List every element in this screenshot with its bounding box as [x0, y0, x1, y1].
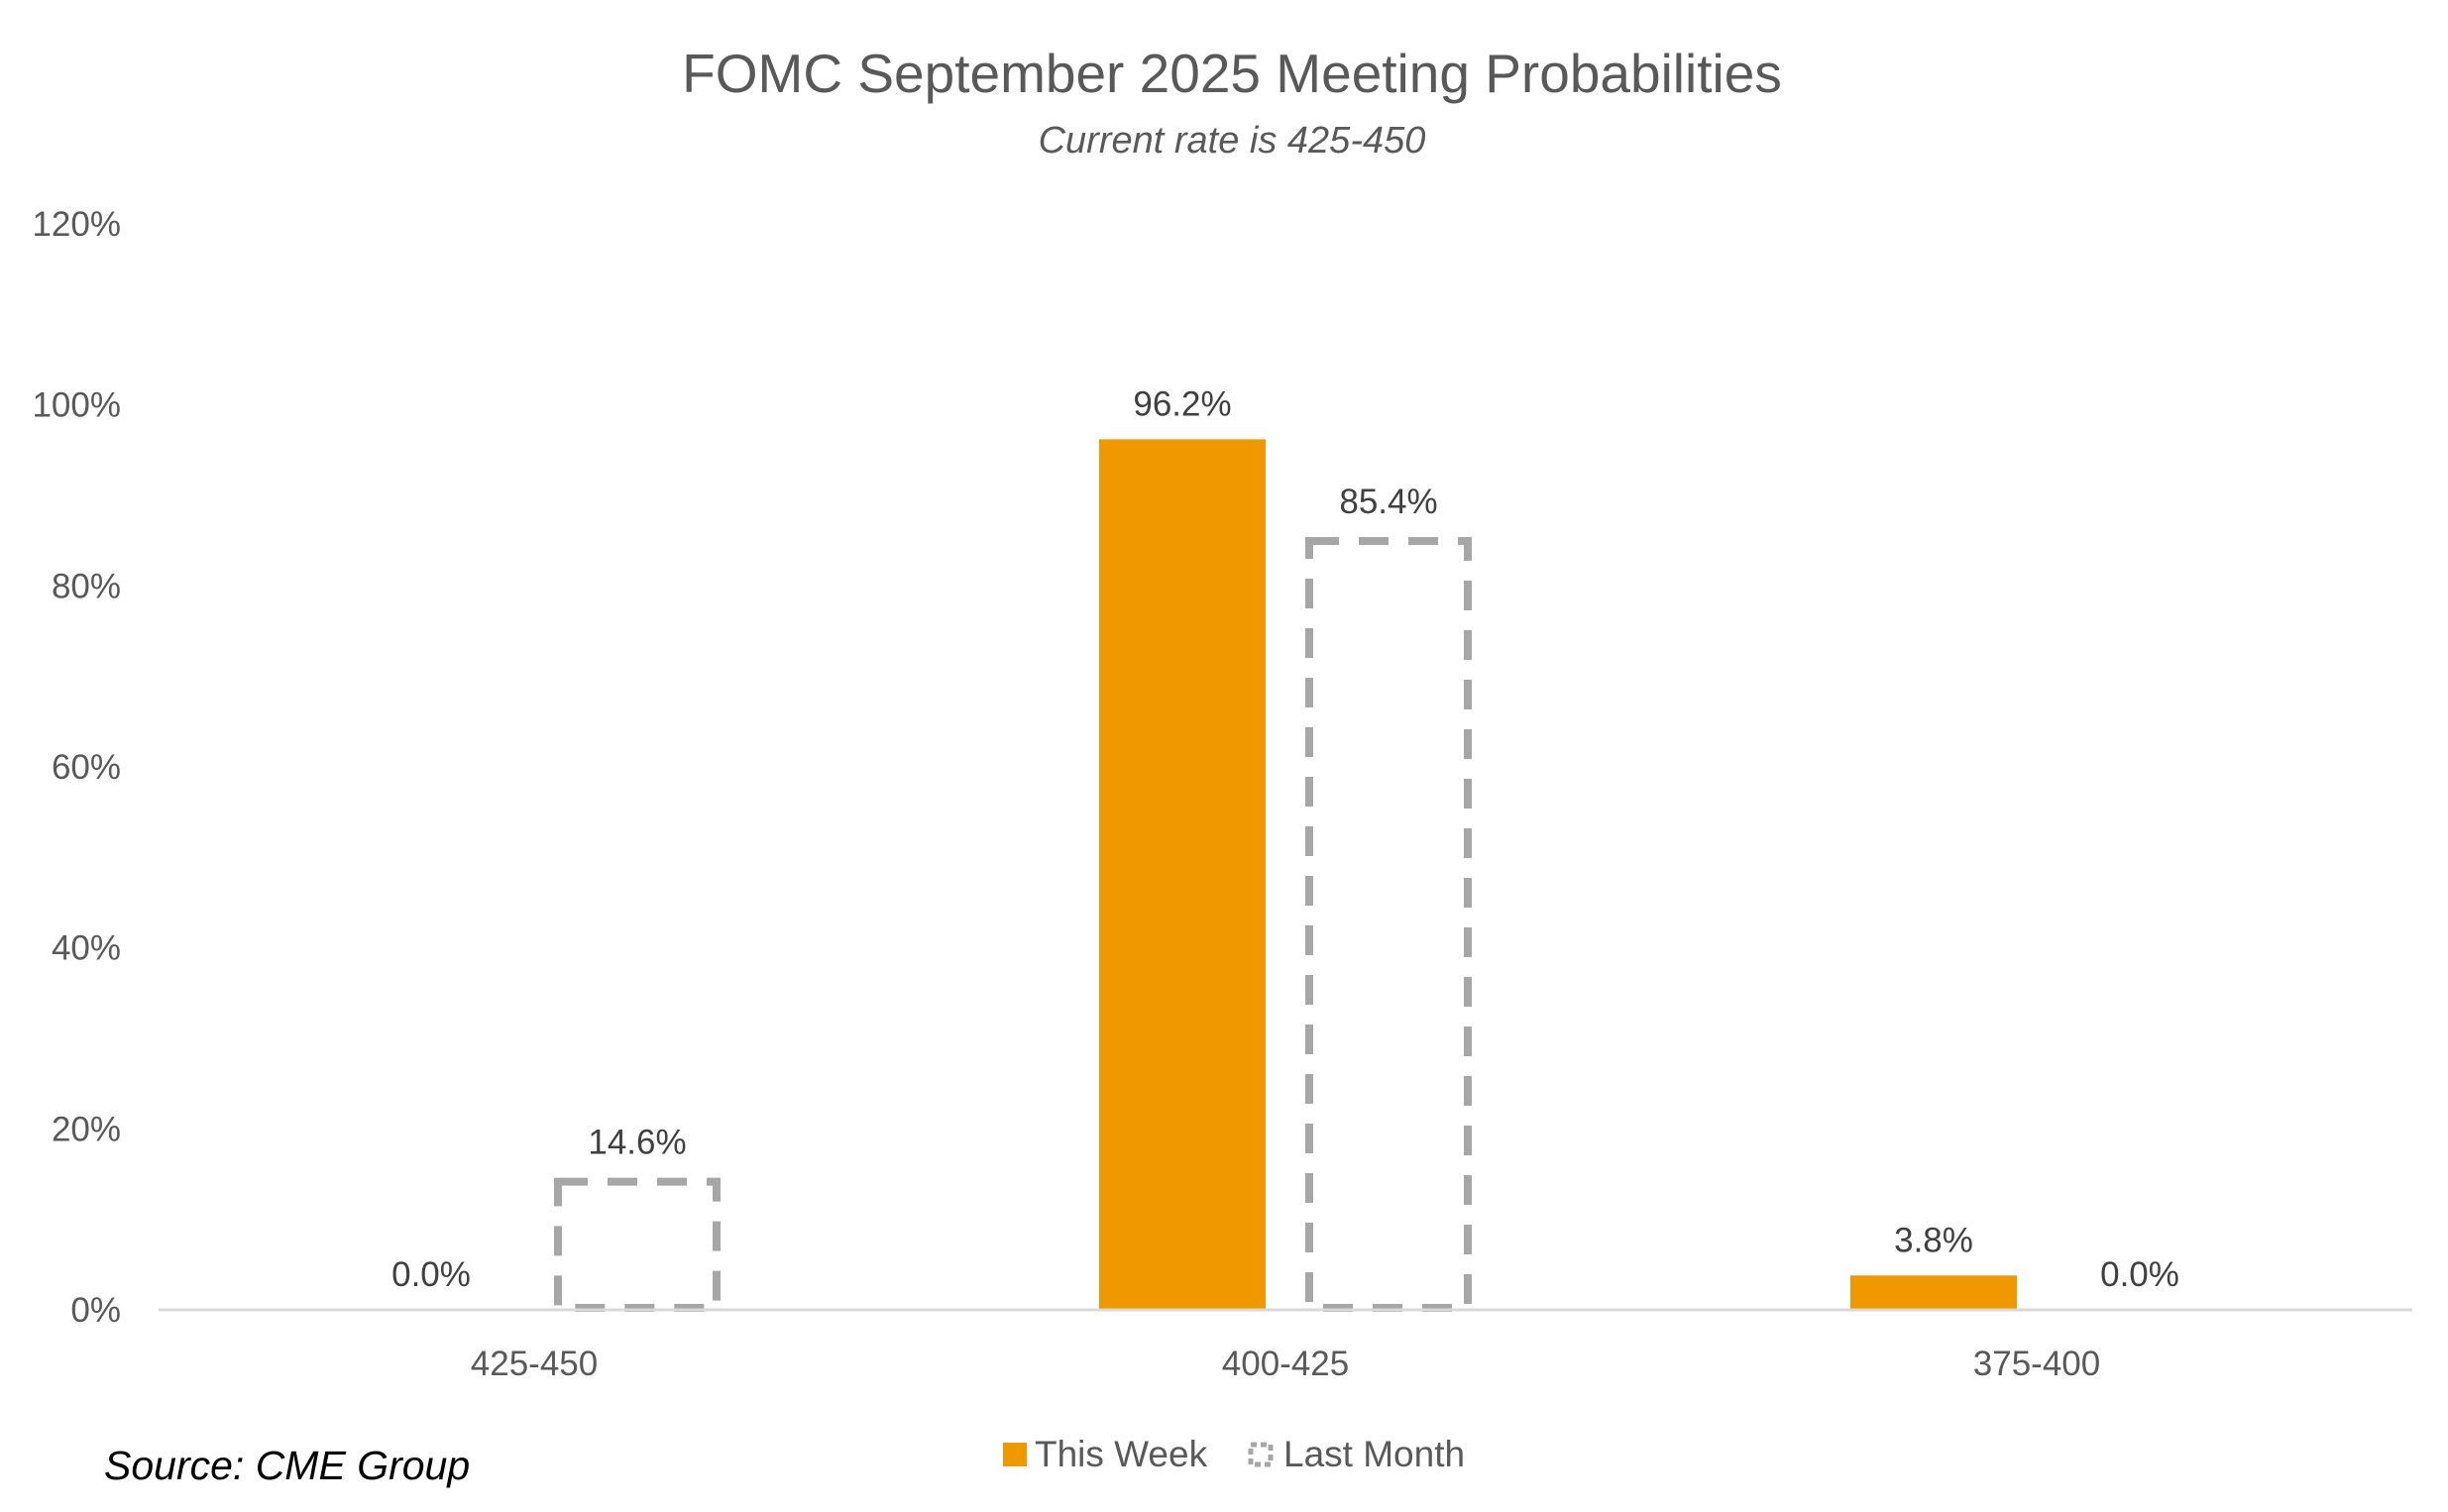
y-tick-label: 60% — [52, 748, 121, 787]
y-tick-label: 0% — [70, 1291, 121, 1330]
legend-label-last-month: Last Month — [1283, 1434, 1465, 1474]
bars — [554, 439, 2017, 1312]
chart-subtitle: Current rate is 425-450 — [1039, 120, 1426, 162]
legend: This Week Last Month — [1003, 1434, 1465, 1474]
y-tick-label: 100% — [32, 386, 121, 425]
legend-label-this-week: This Week — [1035, 1434, 1208, 1474]
data-label-this-week: 0.0% — [391, 1255, 471, 1294]
x-axis: 425-450 400-425 375-400 — [471, 1345, 2100, 1383]
y-tick-label: 80% — [52, 567, 121, 605]
bar-last-month — [554, 1177, 721, 1312]
data-label-last-month: 85.4% — [1339, 483, 1437, 521]
x-tick-label: 375-400 — [1973, 1345, 2100, 1383]
y-tick-label: 120% — [32, 205, 121, 244]
bar-this-week — [1099, 439, 1266, 1311]
legend-swatch-this-week — [1003, 1443, 1027, 1466]
y-tick-label: 20% — [52, 1110, 121, 1148]
bar-this-week — [1850, 1275, 2017, 1310]
x-tick-label: 400-425 — [1222, 1345, 1349, 1383]
data-labels: 0.0% 14.6% 96.2% 85.4% 3.8% 0.0% — [391, 384, 2179, 1294]
y-axis: 0% 20% 40% 60% 80% 100% 120% — [32, 205, 121, 1330]
data-label-this-week: 96.2% — [1133, 384, 1231, 423]
chart-title: FOMC September 2025 Meeting Probabilitie… — [682, 43, 1782, 104]
legend-swatch-last-month — [1248, 1442, 1274, 1467]
y-tick-label: 40% — [52, 929, 121, 968]
bar-last-month — [1305, 537, 1472, 1312]
data-label-last-month: 14.6% — [588, 1124, 686, 1162]
x-tick-label: 425-450 — [471, 1345, 598, 1383]
source-note: Source: CME Group — [104, 1443, 470, 1488]
data-label-this-week: 3.8% — [1894, 1221, 1973, 1259]
data-label-last-month: 0.0% — [2100, 1255, 2179, 1294]
